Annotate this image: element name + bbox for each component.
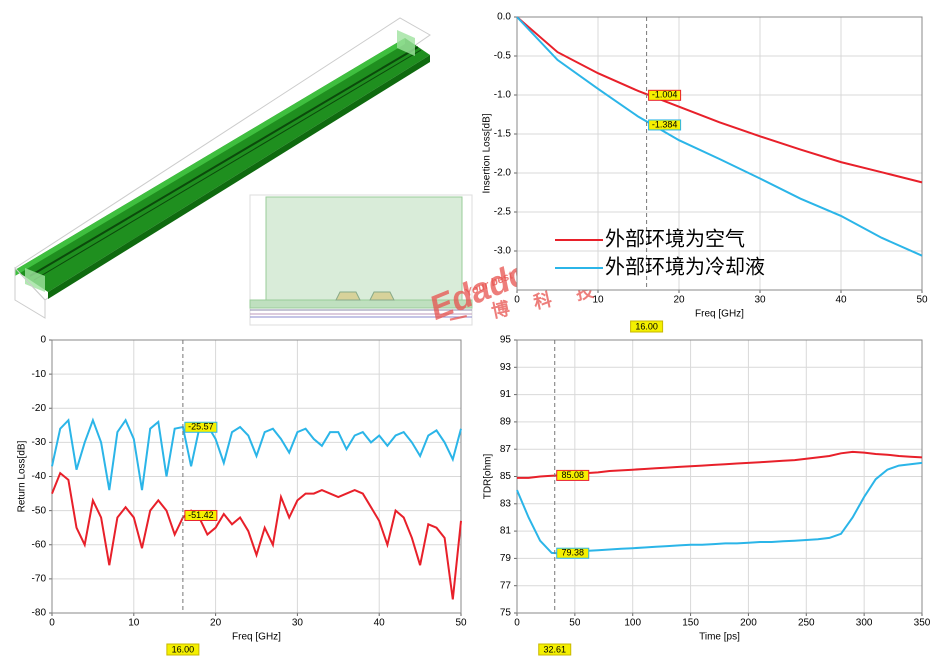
legend-label: 外部环境为空气 [605,227,745,251]
x-tick-label: 0 [49,618,55,629]
x-axis-label: Freq [GHz] [695,309,744,320]
y-tick-label: -30 [32,437,47,448]
marker-label: 79.38 [561,548,584,558]
y-tick-label: 87 [500,444,512,455]
x-axis-label: Time [ps] [699,632,740,643]
y-axis-label: TDR[ohm] [483,453,494,499]
marker-label: -1.384 [652,119,678,129]
x-tick-label: 200 [740,618,757,629]
cursor-label: 16.00 [172,644,195,654]
y-tick-label: 77 [500,580,512,591]
cross-section-view [249,194,473,326]
series-line [516,16,923,257]
y-tick-label: 91 [500,389,512,400]
y-tick-label: 85 [500,471,512,482]
y-tick-label: -10 [32,369,47,380]
chart: 75 77 79 81 83 85 87 89 91 93 95 0 50 100 150 200 250 300… [483,335,931,656]
y-tick-label: 0.0 [497,12,511,23]
series-line [51,417,462,491]
x-tick-label: 150 [682,618,699,629]
pcb-3d-view [14,17,431,319]
x-tick-label: 100 [624,618,641,629]
x-tick-label: 50 [455,618,467,629]
marker-box [648,89,682,101]
marker-box [556,547,590,559]
x-tick-label: 40 [835,295,847,306]
plot-frame [516,339,923,614]
y-tick-label: 83 [500,498,512,509]
plot-area [516,16,923,291]
x-tick-label: 50 [569,618,581,629]
cursor-label-box [166,643,200,656]
x-tick-label: 20 [210,618,222,629]
marker-label: -25.57 [188,422,214,432]
y-tick-label: -0.5 [494,51,512,62]
y-tick-label: 93 [500,362,512,373]
x-tick-label: 0 [514,295,520,306]
y-tick-label: -2.0 [494,168,512,179]
x-tick-label: 350 [914,618,931,629]
legend-label: 外部环境为冷却液 [605,255,765,279]
y-tick-label: 81 [500,526,512,537]
x-axis-label: Freq [GHz] [232,632,281,643]
marker-box [556,469,590,481]
x-tick-label: 10 [128,618,140,629]
y-tick-label: -40 [32,471,47,482]
x-tick-label: 40 [374,618,386,629]
marker-box [184,509,218,521]
y-tick-label: -3.0 [494,246,512,257]
y-tick-label: 89 [500,417,512,428]
plot-frame [516,16,923,291]
y-tick-label: -50 [32,505,47,516]
chart: 0.0 -0.5 -1.0 -1.5 -2.0 -2.5 -3.0 0 10 20 30 40 50 Fr… [482,12,928,333]
series-line [51,471,462,600]
chart: -80 -70 -60 -50 -40 -30 -20 -10 0 0 10 20 30 40 50 Freq… [17,335,467,656]
y-tick-label: 79 [500,553,512,564]
y-tick-label: 0 [40,335,46,346]
plot-frame [51,339,462,614]
y-tick-label: -1.0 [494,90,512,101]
y-tick-label: -70 [32,574,47,585]
y-axis-label: Insertion Loss[dB] [482,113,493,193]
y-tick-label: -80 [32,608,47,619]
x-tick-label: 300 [856,618,873,629]
marker-label: -51.42 [188,510,214,520]
x-tick-label: 20 [673,295,685,306]
x-tick-label: 0 [514,618,520,629]
y-tick-label: -20 [32,403,47,414]
marker-label: -1.004 [652,90,678,100]
cursor-label: 16.00 [635,321,658,331]
y-tick-label: -1.5 [494,129,512,140]
marker-box [648,119,682,131]
marker-box [184,421,218,433]
marker-label: 85.08 [561,470,584,480]
x-tick-label: 30 [292,618,304,629]
x-tick-label: 250 [798,618,815,629]
x-tick-label: 10 [592,295,604,306]
y-tick-label: -60 [32,539,47,550]
y-tick-label: 95 [500,335,512,346]
y-tick-label: -2.5 [494,207,512,218]
series-line [516,16,923,184]
cursor-label: 32.61 [543,644,566,654]
x-tick-label: 30 [754,295,766,306]
y-axis-label: Return Loss[dB] [17,440,28,512]
cursor-label-box [630,320,664,333]
x-tick-label: 50 [916,295,928,306]
cursor-label-box [538,643,572,656]
y-tick-label: 75 [500,608,512,619]
